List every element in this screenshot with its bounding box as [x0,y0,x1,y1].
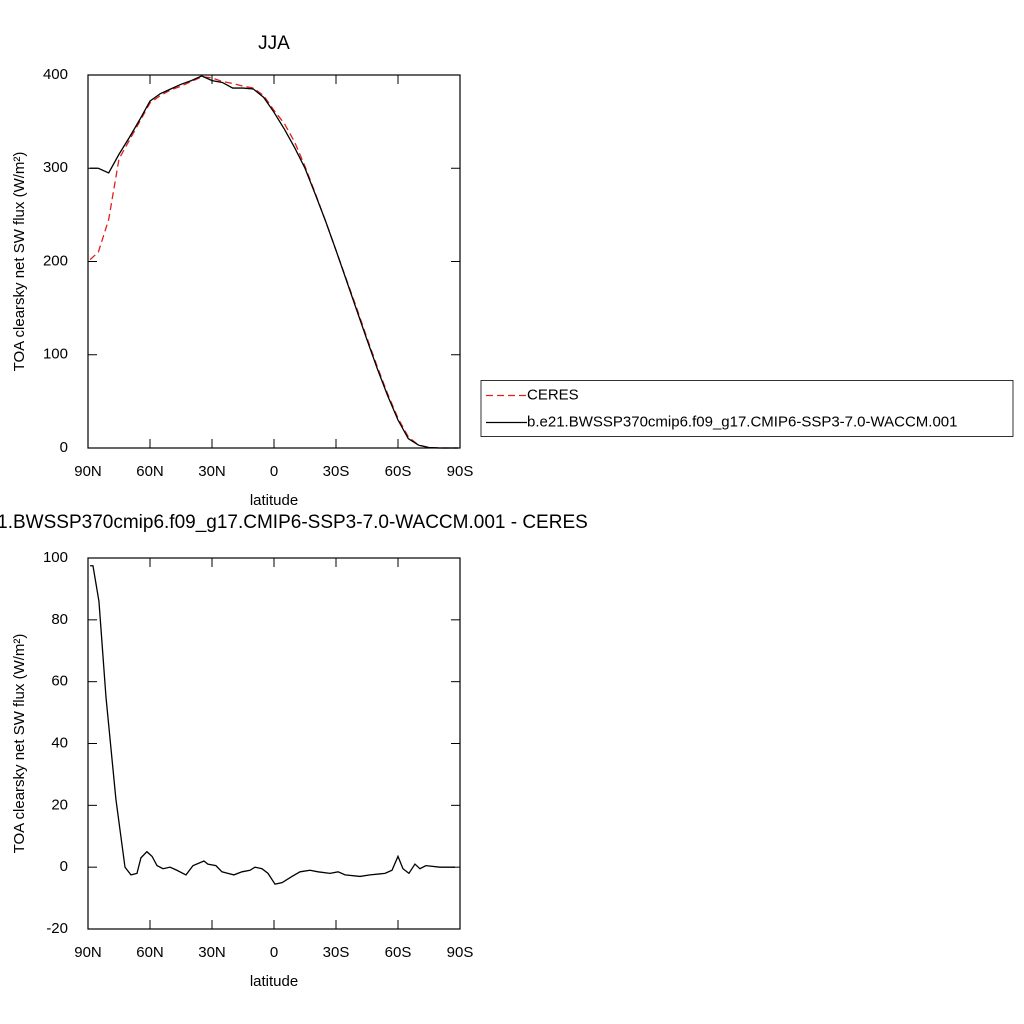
y-tick-label: 0 [60,858,68,875]
x-tick-label: 30N [198,944,226,961]
data-line [90,75,458,449]
x-axis-label: latitude [250,973,298,990]
y-tick-label: 100 [43,346,68,363]
x-tick-label: 60S [385,463,412,480]
y-axis-label: TOA clearsky net SW flux (W/m²) [11,152,28,372]
x-axis-label: latitude [250,492,298,509]
x-tick-label: 60N [136,463,164,480]
legend-label: b.e21.BWSSP370cmip6.f09_g17.CMIP6-SSP3-7… [527,413,957,430]
x-tick-label: 90N [74,463,102,480]
x-tick-label: 30N [198,463,226,480]
x-tick-label: 30S [323,463,350,480]
x-tick-label: 90N [74,944,102,961]
x-tick-label: 90S [447,944,474,961]
y-axis-label: TOA clearsky net SW flux (W/m²) [11,634,28,854]
data-line [90,565,456,885]
chart: JJA latitude TOA clearsky net SW flux (W/m… [11,33,1014,509]
x-tick-label: 60S [385,944,412,961]
chart: b.e21.BWSSP370cmip6.f09_g17.CMIP6-SSP3-7… [0,512,588,990]
legend-label: CERES [527,386,579,403]
x-tick-label: 0 [270,463,278,480]
y-tick-label: 0 [60,439,68,456]
y-tick-label: 200 [43,252,68,269]
y-tick-label: 80 [51,611,68,628]
x-tick-label: 30S [323,944,350,961]
y-tick-label: 40 [51,734,68,751]
chart-title: JJA [258,33,290,54]
x-tick-label: 60N [136,944,164,961]
x-tick-label: 0 [270,944,278,961]
y-tick-label: 300 [43,159,68,176]
plot-frame [87,74,461,449]
y-tick-label: 100 [43,549,68,566]
y-tick-label: 400 [43,66,68,83]
x-tick-label: 90S [447,463,474,480]
data-line [89,76,458,449]
y-tick-label: 20 [51,796,68,813]
y-tick-label: -20 [46,920,68,937]
legend-box [480,380,1014,437]
plot-frame [87,557,461,930]
chart-title: b.e21.BWSSP370cmip6.f09_g17.CMIP6-SSP3-7… [0,512,588,533]
y-tick-label: 60 [51,673,68,690]
